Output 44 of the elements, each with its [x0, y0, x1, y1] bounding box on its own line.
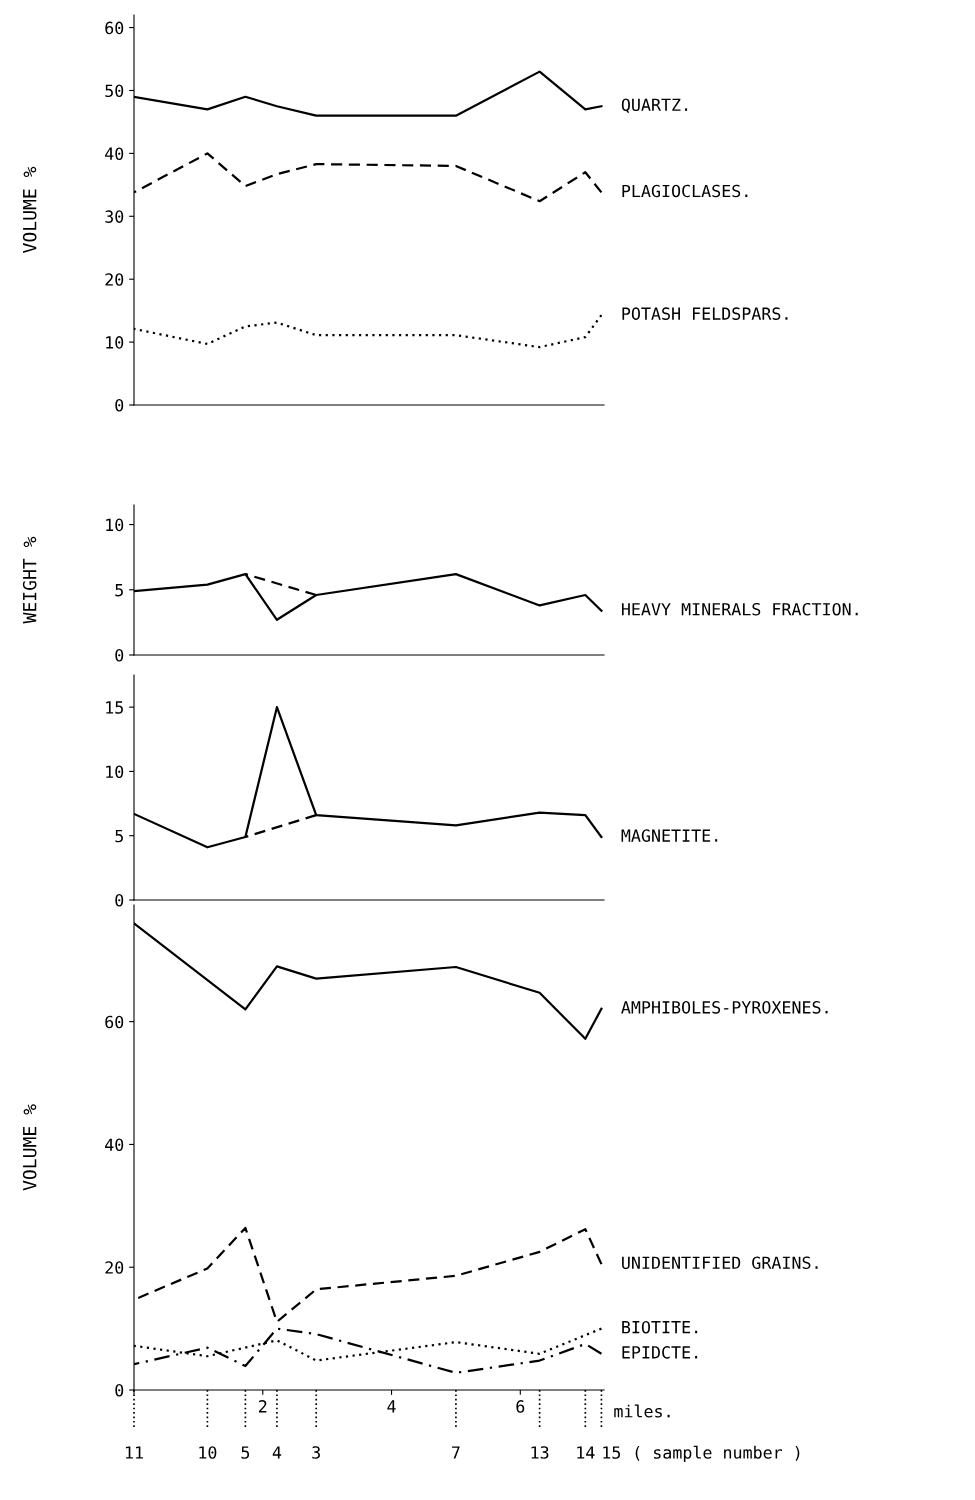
y-tick-label: 50: [105, 84, 124, 98]
y-tick-label: 40: [105, 1138, 124, 1152]
text: 4: [272, 1446, 282, 1459]
y-tick-label: 60: [105, 21, 124, 35]
text: 3: [312, 1446, 320, 1459]
series-label: EPIDCTE.: [622, 1346, 698, 1359]
series-label: MAGNETITE.: [621, 829, 718, 842]
y-tick-label: 10: [106, 336, 124, 349]
y-tick-label: 60: [105, 1015, 124, 1029]
y-tick-label: 10: [106, 765, 124, 779]
y-tick-label: 30: [105, 210, 124, 223]
y-axis-title: VOLUME %: [22, 1104, 37, 1191]
series-label: AMPHIBOLES-PYROXENES.: [621, 1001, 828, 1014]
series-label: BIOTITE.: [622, 1320, 698, 1334]
text: 7: [452, 1446, 460, 1459]
y-tick-label: 20: [105, 273, 124, 286]
y-tick-label: 0: [115, 649, 124, 662]
y-tick-label: 15: [106, 701, 123, 714]
text: ( sample number ): [635, 1445, 800, 1462]
y-tick-label: 5: [115, 829, 123, 843]
series-label: QUARTZ.: [621, 98, 688, 114]
text: 5: [241, 1446, 250, 1459]
text: 13: [531, 1446, 549, 1459]
series-label: PLAGIOCLASES.: [622, 184, 748, 198]
x-tick-label: 2: [258, 1400, 267, 1413]
y-tick-label: 0: [115, 399, 124, 412]
text: 10: [199, 1446, 217, 1459]
x-axis-title: miles.: [614, 1404, 670, 1418]
text: 15: [603, 1446, 621, 1459]
y-tick-label: 0: [115, 894, 124, 907]
text: 14: [577, 1446, 595, 1459]
y-tick-label: 0: [115, 1384, 124, 1397]
y-tick-label: 40: [105, 147, 124, 160]
x-tick-label: 6: [516, 1400, 525, 1413]
y-axis-title: VOLUME %: [22, 166, 37, 253]
y-tick-label: 5: [115, 584, 123, 597]
y-tick-label: 20: [105, 1261, 124, 1274]
text: 11: [125, 1446, 143, 1459]
series-label: POTASH FELDSPARS.: [622, 307, 788, 320]
y-tick-label: 10: [106, 518, 124, 532]
x-tick-label: 4: [387, 1400, 396, 1413]
series-label: HEAVY MINERALS FRACTION.: [621, 602, 858, 616]
y-axis-title: WEIGHT %: [22, 536, 37, 624]
series-label: UNIDENTIFIED GRAINS.: [622, 1256, 818, 1270]
